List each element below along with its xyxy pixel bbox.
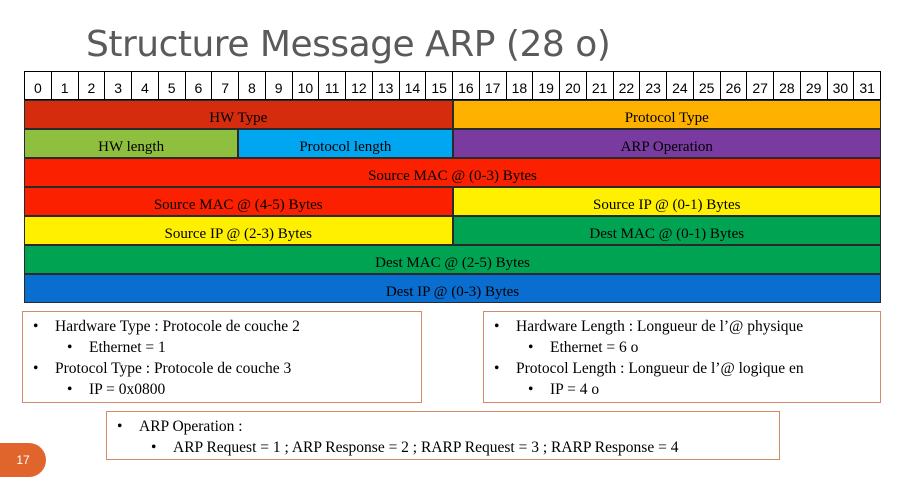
bullet-icon: •: [528, 381, 534, 398]
packet-field: Source IP @ (0-1) Bytes: [452, 187, 881, 216]
bit-number: 27: [747, 72, 774, 99]
bullet-item: • Hardware Type : Protocole de couche 2: [29, 316, 415, 337]
packet-row: Source IP @ (2-3) Bytes Dest MAC @ (0-1) …: [24, 216, 881, 245]
bullet-text: ARP Request = 1 ; ARP Response = 2 ; RAR…: [173, 439, 679, 456]
bit-number: 28: [774, 72, 801, 99]
bit-number: 18: [507, 72, 534, 99]
bit-number: 29: [801, 72, 828, 99]
bullet-text: IP = 4 o: [550, 381, 600, 398]
bit-number: 22: [614, 72, 641, 99]
bullet-text: Protocol Type : Protocole de couche 3: [55, 360, 292, 377]
bit-number: 23: [640, 72, 667, 99]
bullet-icon: •: [494, 318, 500, 335]
bullet-item: • Ethernet = 1: [29, 337, 415, 358]
packet-field: Source MAC @ (0-3) Bytes: [24, 158, 881, 187]
bullet-item: • ARP Operation :: [113, 416, 773, 437]
bit-number: 30: [828, 72, 855, 99]
packet-row: Dest IP @ (0-3) Bytes: [24, 274, 881, 303]
bullet-icon: •: [33, 360, 39, 377]
bit-ruler: 0 1 2 3 4 5 6 7 8 9 10 11 12 13 14 15 16 17 18 19 20 21 22 23 24…: [24, 71, 881, 100]
bit-number: 20: [560, 72, 587, 99]
bit-number: 24: [667, 72, 694, 99]
packet-row: Source MAC @ (0-3) Bytes: [24, 158, 881, 187]
bit-number: 12: [346, 72, 373, 99]
bit-number: 14: [400, 72, 427, 99]
slide-title: Structure Message ARP (28 o): [86, 24, 611, 65]
bit-number: 8: [239, 72, 266, 99]
bit-number: 11: [319, 72, 346, 99]
bit-number: 31: [859, 79, 875, 96]
bit-number: 9: [266, 72, 293, 99]
packet-field: Dest IP @ (0-3) Bytes: [24, 274, 881, 303]
bullet-item: • Protocol Length : Longueur de l’@ logiq…: [490, 358, 874, 379]
bit-number: 1: [52, 72, 79, 99]
packet-field: HW Type: [24, 100, 453, 129]
bit-number: 21: [587, 72, 614, 99]
bullet-text: Ethernet = 6 o: [550, 339, 639, 356]
note-box-operation: • ARP Operation : • ARP Request = 1 ; ARP R…: [106, 411, 780, 460]
bullet-icon: •: [117, 418, 123, 435]
packet-field: Source IP @ (2-3) Bytes: [24, 216, 453, 245]
packet-field: Protocol Type: [452, 100, 881, 129]
bullet-item: • Protocol Type : Protocole de couche 3: [29, 358, 415, 379]
packet-row: Source MAC @ (4-5) Bytes Source IP @ (0-1…: [24, 187, 881, 216]
packet-row: HW Type Protocol Type: [24, 100, 881, 129]
bit-number: 2: [79, 72, 106, 99]
packet-field: HW length: [24, 129, 239, 158]
bullet-text: Hardware Length : Longueur de l’@ physiq…: [516, 318, 804, 335]
note-box-lengths: • Hardware Length : Longueur de l’@ physi…: [483, 311, 881, 403]
bullet-item: • Ethernet = 6 o: [490, 337, 874, 358]
packet-row: Dest MAC @ (2-5) Bytes: [24, 245, 881, 274]
slide-number: 17: [0, 443, 46, 477]
bullet-text: Hardware Type : Protocole de couche 2: [55, 318, 300, 335]
packet-row: HW length Protocol length ARP Operation: [24, 129, 881, 158]
bit-number: 6: [186, 72, 213, 99]
bit-number: 15: [426, 72, 453, 99]
bullet-item: • IP = 0x0800: [29, 379, 415, 400]
bullet-icon: •: [151, 439, 157, 456]
bullet-icon: •: [67, 381, 73, 398]
bit-number: 17: [480, 72, 507, 99]
bullet-icon: •: [494, 360, 500, 377]
bullet-text: ARP Operation :: [139, 418, 243, 435]
bit-number: 0: [25, 72, 52, 99]
packet-field: Dest MAC @ (2-5) Bytes: [24, 245, 881, 274]
bullet-icon: •: [528, 339, 534, 356]
bit-number: 19: [533, 72, 560, 99]
bullet-item: • ARP Request = 1 ; ARP Response = 2 ; RA…: [113, 437, 773, 458]
bit-number: 4: [132, 72, 159, 99]
bit-number: 13: [373, 72, 400, 99]
bullet-icon: •: [67, 339, 73, 356]
bullet-item: • IP = 4 o: [490, 379, 874, 400]
bullet-icon: •: [33, 318, 39, 335]
bullet-item: • Hardware Length : Longueur de l’@ physi…: [490, 316, 874, 337]
packet-field: Protocol length: [238, 129, 453, 158]
bullet-text: IP = 0x0800: [89, 381, 166, 398]
packet-field: ARP Operation: [452, 129, 881, 158]
bit-number: 26: [721, 72, 748, 99]
bullet-text: Ethernet = 1: [89, 339, 166, 356]
packet-field: Source MAC @ (4-5) Bytes: [24, 187, 453, 216]
bit-number: 7: [212, 72, 239, 99]
bit-number: 3: [105, 72, 132, 99]
note-box-types: • Hardware Type : Protocole de couche 2 • E…: [22, 311, 422, 403]
bullet-text: Protocol Length : Longueur de l’@ logiqu…: [516, 360, 804, 377]
packet-field: Dest MAC @ (0-1) Bytes: [452, 216, 881, 245]
bit-number: 25: [694, 72, 721, 99]
bit-number: 10: [293, 72, 320, 99]
bit-number: 5: [159, 72, 186, 99]
bit-number: 16: [453, 72, 480, 99]
